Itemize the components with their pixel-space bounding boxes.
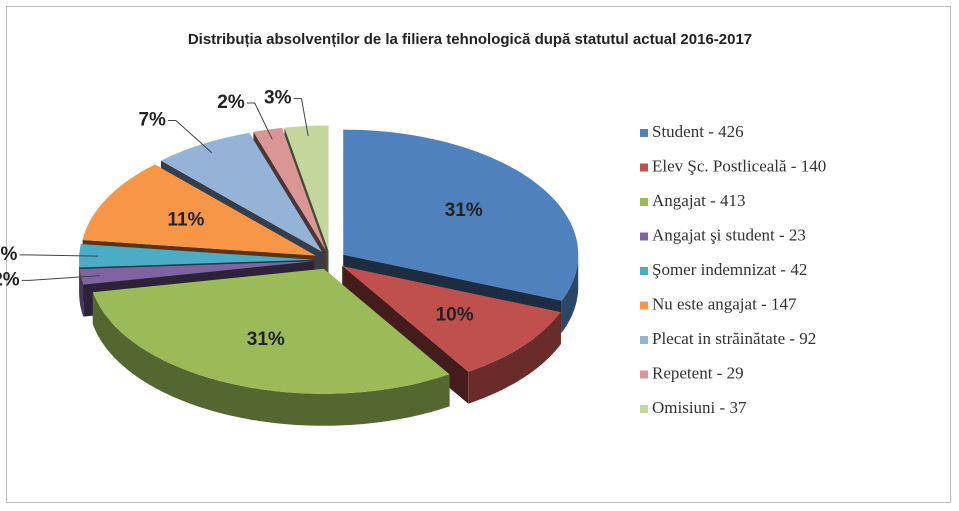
legend-swatch [640, 198, 648, 206]
data-label: 11% [167, 209, 204, 230]
slice-side [92, 292, 450, 426]
slice-top [284, 125, 329, 251]
legend-label: Elev Şc. Postliceală - 140 [652, 156, 826, 175]
legend-label: Şomer indemnizat - 42 [652, 260, 807, 279]
legend-swatch [640, 370, 648, 379]
slice-top [253, 127, 327, 251]
data-label: 31% [247, 329, 285, 350]
legend-label: Angajat şi student - 23 [652, 225, 806, 244]
leader-line [19, 254, 98, 257]
leader-line [246, 102, 273, 140]
slice-top [82, 164, 316, 256]
legend-label: Angajat - 413 [652, 191, 745, 210]
slice-side [79, 269, 84, 317]
data-label: 10% [436, 305, 474, 326]
data-label: 3% [0, 244, 18, 265]
slice-side [468, 312, 561, 404]
legend-swatch [640, 405, 648, 413]
legend-label: Repetent - 29 [652, 363, 744, 382]
slice-top [79, 261, 315, 285]
data-label: 2% [217, 92, 245, 113]
leader-line [293, 98, 309, 137]
legend-label: Omisiuni - 37 [652, 398, 747, 417]
legend-label: Student - 426 [652, 122, 744, 141]
chart-title: Distribuția absolvenților de la filiera … [187, 31, 753, 48]
legend-swatch [640, 267, 648, 275]
data-label: 3% [264, 88, 292, 109]
legend-swatch [640, 301, 648, 310]
legend-label: Plecat in străinătate - 92 [652, 329, 816, 348]
data-label: 31% [445, 200, 483, 221]
slice-top [343, 129, 579, 301]
chart-frame [6, 6, 951, 503]
slice-top [342, 266, 561, 372]
legend-swatch [640, 129, 648, 137]
data-label: 7% [138, 109, 166, 130]
legend-swatch [640, 232, 648, 241]
legend-swatch [640, 336, 648, 344]
data-label: 2% [0, 269, 20, 290]
slice-top [92, 268, 450, 394]
slice-side [561, 254, 579, 333]
legend-label: Nu este angajat - 147 [652, 294, 797, 313]
slice-top [79, 244, 315, 268]
slice-top [160, 132, 322, 252]
legend-swatch [640, 163, 648, 172]
leader-line [21, 275, 100, 281]
leader-line [167, 119, 213, 154]
slice [92, 268, 450, 426]
